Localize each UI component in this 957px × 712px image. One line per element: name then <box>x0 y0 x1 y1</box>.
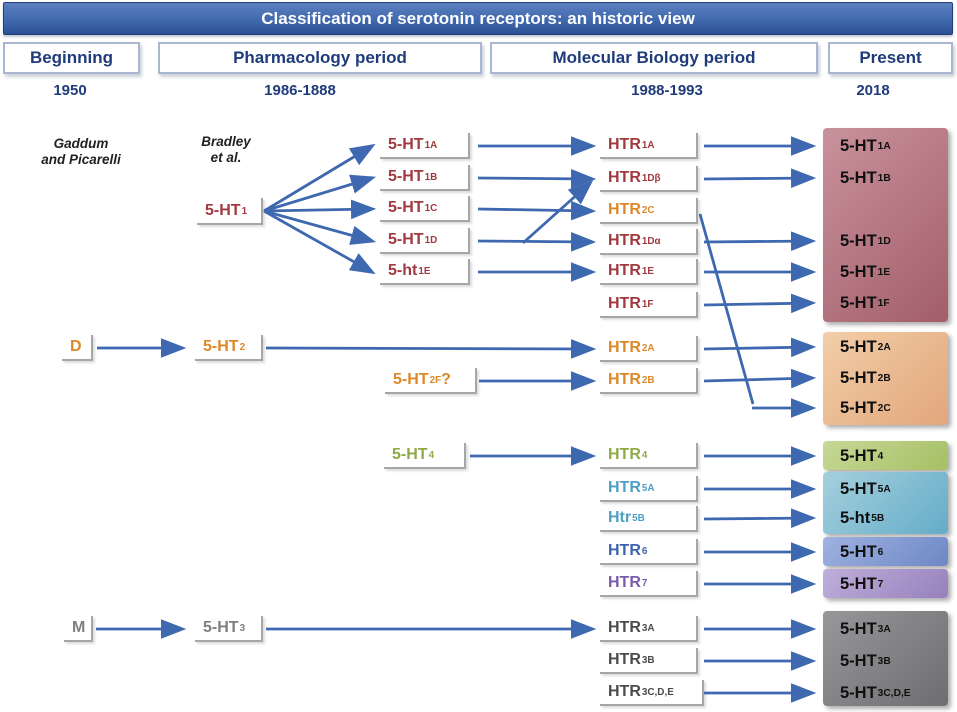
present-label-5-HT3C,D,E: 5-HT 3C,D,E <box>840 683 911 702</box>
flow-arrow <box>263 209 377 245</box>
column-header-label: Present <box>859 48 922 67</box>
node-HTR1E: HTR 1E <box>600 259 698 285</box>
node-5-HT1: 5-HT 1 <box>197 198 263 225</box>
node-5-HT1A: 5-HT 1A <box>380 133 470 159</box>
column-header-beginning: Beginning <box>3 42 140 74</box>
present-group-ht1-family: 5-HT 1A 5-HT 1B 5-HT 1D 5-HT 1E 5-HT 1F <box>823 128 948 322</box>
node-HTR5A: HTR 5A <box>600 476 698 502</box>
node-HTR6: HTR 6 <box>600 539 698 565</box>
node-HTR3B: HTR 3B <box>600 648 698 674</box>
column-header-molecular-biology: Molecular Biology period <box>490 42 818 74</box>
column-header-present: Present <box>828 42 953 74</box>
present-group-ht7: 5-HT 7 <box>823 569 948 598</box>
column-header-pharmacology: Pharmacology period <box>158 42 482 74</box>
scientist-line: et al. <box>210 150 242 165</box>
present-label-5-HT1D: 5-HT 1D <box>840 231 891 250</box>
flow-arrow <box>703 337 817 358</box>
node-5-ht1E: 5-ht 1E <box>380 259 470 285</box>
present-label-5-HT6: 5-HT 6 <box>840 542 884 561</box>
node-5-HT1C: 5-HT 1C <box>380 196 470 222</box>
node-HTR1A: HTR 1A <box>600 133 698 159</box>
flow-arrow <box>263 174 377 213</box>
flow-arrow <box>703 368 817 389</box>
flow-arrow <box>263 199 377 220</box>
flow-arrow <box>698 213 755 405</box>
node-5-HT3: 5-HT 3 <box>195 616 263 642</box>
node-M: M <box>64 616 93 642</box>
flow-arrow <box>263 143 376 213</box>
present-group-ht6: 5-HT 6 <box>823 537 948 566</box>
present-group-ht3-family: 5-HT 3A 5-HT 3B 5-HT 3C,D,E <box>823 611 948 706</box>
present-label-5-HT1F: 5-HT 1F <box>840 293 890 312</box>
flow-arrow <box>522 180 594 245</box>
scientist-line: Gaddum <box>53 135 109 151</box>
node-5-HT4: 5-HT 4 <box>384 443 466 469</box>
column-date-molecular-biology: 1988-1993 <box>631 82 703 99</box>
node-5-HT1D: 5-HT 1D <box>380 228 470 254</box>
column-header-label: Pharmacology period <box>233 48 407 67</box>
node-HTR2B: HTR 2B <box>600 368 698 394</box>
node-HTR1Dalpha: HTR 1Dα <box>600 229 698 255</box>
node-HTR2A: HTR 2A <box>600 336 698 362</box>
present-label-5-HT2B: 5-HT 2B <box>840 368 891 387</box>
present-label-5-HT2A: 5-HT 2A <box>840 337 891 356</box>
flow-arrow <box>703 231 817 251</box>
scientist-line: and Picarelli <box>41 152 121 167</box>
flow-arrow <box>703 168 817 188</box>
flow-arrow <box>477 232 597 252</box>
column-header-label: Beginning <box>29 48 114 67</box>
column-header-label: Molecular Biology period <box>552 48 756 67</box>
flow-arrow <box>477 169 597 189</box>
present-label-5-HT1E: 5-HT 1E <box>840 262 891 281</box>
node-Htr5B: Htr 5B <box>600 506 698 532</box>
node-HTR4: HTR 4 <box>600 443 698 469</box>
present-label-5-HT5A: 5-HT 5A <box>840 479 891 498</box>
present-label-5-HT1A: 5-HT 1A <box>840 136 891 155</box>
flow-arrow <box>263 209 376 275</box>
present-group-ht5-family: 5-HT 5A 5-ht 5B <box>823 472 948 534</box>
present-label-5-HT4: 5-HT 4 <box>840 446 884 465</box>
title-bar: Classification of serotonin receptors: a… <box>3 2 953 35</box>
present-label-5-HT2C: 5-HT 2C <box>840 398 891 417</box>
present-label-5-HT3B: 5-HT 3B <box>840 651 891 670</box>
node-HTR1F: HTR 1F <box>600 292 698 318</box>
node-5-HT2: 5-HT 2 <box>195 335 263 361</box>
diagram-title: Classification of serotonin receptors: a… <box>261 8 695 28</box>
present-label-5-HT1B: 5-HT 1B <box>840 168 891 187</box>
node-HTR3A: HTR 3A <box>600 616 698 642</box>
node-5-HT1B: 5-HT 1B <box>380 165 470 191</box>
present-group-ht2-family: 5-HT 2A 5-HT 2B 5-HT 2C <box>823 332 948 425</box>
node-HTR3CDE: HTR 3C,D,E <box>600 680 704 706</box>
node-D: D <box>62 335 93 361</box>
flow-arrow <box>265 339 597 359</box>
present-label-5-HT7: 5-HT 7 <box>840 574 884 593</box>
node-5-HT2F: 5-HT 2F? <box>385 368 477 394</box>
present-label-5-ht5B: 5-ht 5B <box>840 508 885 527</box>
scientist-bradley: Bradley et al. <box>201 134 251 166</box>
scientist-line: Bradley <box>201 133 251 149</box>
present-group-ht4: 5-HT 4 <box>823 441 948 470</box>
column-date-present: 2018 <box>856 82 890 99</box>
column-date-beginning: 1950 <box>53 82 87 99</box>
flow-arrow <box>477 200 597 221</box>
scientist-gaddum-picarelli: Gaddum and Picarelli <box>41 136 121 168</box>
node-HTR7: HTR 7 <box>600 571 698 597</box>
node-HTR2C: HTR 2C <box>600 198 698 224</box>
flow-arrow <box>703 293 817 314</box>
present-label-5-HT3A: 5-HT 3A <box>840 619 891 638</box>
node-HTR1Dbeta: HTR 1Dβ <box>600 166 698 192</box>
column-date-pharmacology: 1986-1888 <box>264 82 336 99</box>
flow-arrow <box>703 508 817 528</box>
